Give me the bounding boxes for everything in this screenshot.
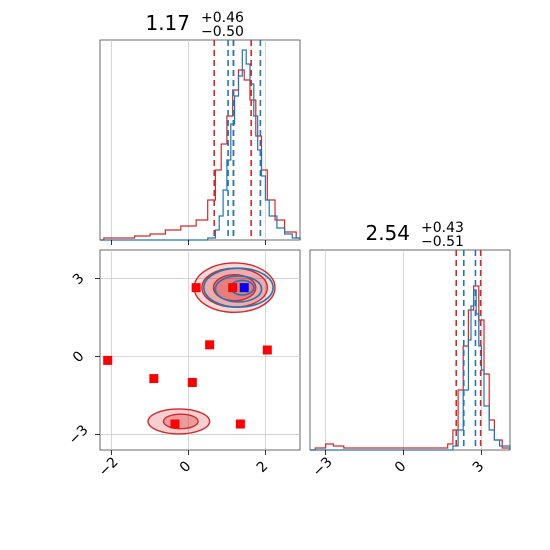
hist2-ticks: −3 0 3 xyxy=(310,450,488,480)
joint-y-tick-label-2: 3 xyxy=(70,270,88,288)
joint-y-tick-label-1: 0 xyxy=(70,348,88,366)
joint-frame xyxy=(99,249,301,451)
joint-y-tick-label-0: −3 xyxy=(66,422,92,448)
hist1-quantile-lines xyxy=(213,40,262,240)
hist2-title: 2.54 xyxy=(365,221,410,245)
red-square-6 xyxy=(262,345,272,355)
blue-contour-0 xyxy=(203,267,274,308)
hist1-frame xyxy=(99,39,301,241)
joint-y-ticks: −3 0 3 xyxy=(66,270,100,448)
red-square-7 xyxy=(235,419,245,429)
joint-x-ticks: −2 0 2 xyxy=(96,450,272,480)
joint-x-tick-label-1: 0 xyxy=(177,458,195,476)
hist1-title-plus: +0.46 xyxy=(201,10,244,26)
hist2-title-plus: +0.43 xyxy=(421,220,464,236)
hist2-x-tick-label-1: 0 xyxy=(392,458,410,476)
hist2-x-tick-label-2: 3 xyxy=(470,458,488,476)
hist1-title: 1.17 xyxy=(145,11,190,35)
joint-x-tick-label-0: −2 xyxy=(96,454,122,480)
red-square-4 xyxy=(191,283,201,293)
joint-points xyxy=(103,283,272,429)
red-square-0 xyxy=(103,355,113,365)
joint-panel: −2 0 2 −3 0 3 xyxy=(66,249,301,480)
hist1-title-minus: −0.50 xyxy=(201,24,244,40)
hist1-grid xyxy=(111,40,266,240)
hist1-ticks xyxy=(111,240,266,245)
hist2-x-tick-label-0: −3 xyxy=(310,454,336,480)
hist1-red-step xyxy=(100,69,301,241)
red-square-3 xyxy=(205,340,215,350)
joint-contours xyxy=(147,262,276,435)
blue-square-0 xyxy=(239,283,249,293)
hist2-panel: −3 0 3 2.54 +0.43 −0.51 xyxy=(309,220,511,480)
hist2-quantile-lines xyxy=(455,250,482,450)
red-contour-4 xyxy=(162,413,199,430)
red-square-1 xyxy=(149,374,159,384)
red-square-5 xyxy=(228,283,238,293)
red-square-2 xyxy=(187,377,197,387)
joint-x-tick-label-2: 2 xyxy=(254,458,272,476)
red-square-8 xyxy=(170,419,180,429)
hist1-panel: 1.17 +0.46 −0.50 xyxy=(99,10,301,245)
blue-contour-1 xyxy=(214,275,263,303)
hist2-title-minus: −0.51 xyxy=(421,234,464,250)
hist1-blue-step xyxy=(100,49,301,241)
